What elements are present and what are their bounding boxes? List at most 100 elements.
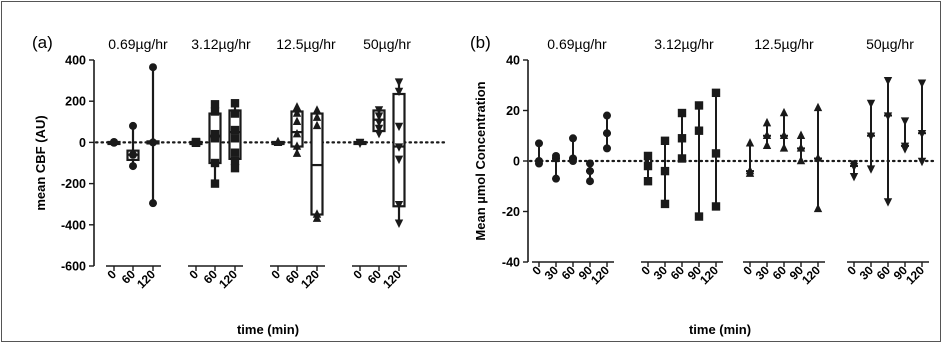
panel-a-data-point bbox=[374, 129, 384, 139]
panel-b-data-point bbox=[813, 102, 823, 112]
panel-b-label: (b) bbox=[470, 33, 491, 52]
panel-a-data-point bbox=[312, 112, 322, 121]
panel-a-data-point bbox=[230, 99, 240, 108]
panel-b-data-point bbox=[849, 172, 859, 182]
panel-a-data-point bbox=[129, 162, 137, 171]
panel-b-y-tick-label: -20 bbox=[502, 205, 520, 219]
panel-b-data-point bbox=[883, 198, 893, 207]
panel-b-data-point bbox=[535, 159, 543, 168]
panel-a-y-axis-label: mean CBF (AU) bbox=[33, 115, 48, 210]
panel-a-data-point bbox=[230, 134, 240, 143]
panel-b-data-point bbox=[917, 130, 927, 139]
panel-b-data-point bbox=[603, 129, 611, 138]
panel-a-data-point bbox=[210, 107, 220, 116]
panel-a-data-point bbox=[292, 102, 302, 111]
panel-b-data-point bbox=[603, 144, 611, 153]
panel-a-data-point bbox=[355, 138, 365, 148]
panel-a-data-point bbox=[394, 78, 404, 87]
panel-b-data-point bbox=[660, 199, 670, 209]
panel-a-data-point bbox=[394, 122, 404, 132]
panel-a-data-point bbox=[312, 120, 322, 130]
panel-a-data-point bbox=[394, 201, 404, 210]
panel-b-data-point bbox=[796, 130, 806, 139]
panel-a-data-point bbox=[210, 158, 220, 168]
panel-b-data-point bbox=[745, 168, 755, 177]
panel-a-group-label: 50µg/hr bbox=[363, 36, 411, 52]
panel-b-data-point bbox=[779, 143, 789, 152]
panel-a-x-axis-label: time (min) bbox=[237, 322, 299, 337]
panel-a-data-point bbox=[149, 138, 157, 147]
panel-b-data-point bbox=[900, 117, 910, 126]
panel-a-data-point bbox=[129, 150, 137, 159]
panel-a-data-point bbox=[149, 199, 157, 208]
panel-a-data-point bbox=[149, 63, 157, 72]
panel-b-data-point bbox=[569, 157, 577, 165]
panel-b-data-point bbox=[660, 166, 670, 176]
panel-b-data-point bbox=[883, 112, 893, 121]
panel-a-data-point bbox=[210, 179, 220, 188]
panel-b-data-point bbox=[569, 134, 577, 143]
panel-a-group-label: 0.69µg/hr bbox=[108, 36, 168, 52]
panel-a-data-point bbox=[292, 108, 302, 117]
panel-a-data-point bbox=[394, 219, 404, 228]
panel-a-y-tick-label: 400 bbox=[65, 54, 86, 68]
panel-b-data-point bbox=[694, 126, 704, 135]
panel-a-group-label: 12.5µg/hr bbox=[276, 36, 336, 52]
panel-a-y-tick-label: 200 bbox=[65, 95, 86, 109]
panel-a-data-point bbox=[394, 87, 404, 97]
panel-a-data-point bbox=[292, 148, 302, 157]
panel-b-data-point bbox=[677, 134, 687, 143]
panel-b-data-point bbox=[677, 108, 687, 118]
panel-b-data-point bbox=[586, 159, 594, 168]
panel-a-data-point bbox=[312, 105, 322, 114]
panel-a-data-point bbox=[374, 106, 384, 115]
panel-a-data-point bbox=[292, 141, 302, 150]
panel-b-y-tick-label: 0 bbox=[513, 155, 520, 169]
panel-a-data-point bbox=[191, 137, 201, 147]
panel-b-group-label: 3.12µg/hr bbox=[654, 36, 714, 52]
panel-a-label: (a) bbox=[32, 33, 53, 52]
panel-b-data-point bbox=[711, 202, 721, 211]
panel-b-data-point bbox=[762, 140, 772, 150]
panel-b-data-point bbox=[745, 138, 755, 147]
panel-a-data-point bbox=[374, 112, 384, 121]
panel-a-data-point bbox=[374, 124, 384, 134]
panel-b-data-point bbox=[796, 155, 806, 165]
panel-a-data-point bbox=[312, 213, 322, 222]
panel-b-data-point bbox=[711, 88, 721, 98]
panel-a-group-label: 3.12µg/hr bbox=[191, 36, 251, 52]
panel-b-data-point bbox=[866, 132, 876, 141]
panel-b-data-point bbox=[866, 99, 876, 109]
panel-b-data-point bbox=[643, 177, 653, 186]
panel-b-data-point bbox=[552, 174, 560, 183]
panel-a-data-point bbox=[273, 136, 283, 146]
panel-a-data-point bbox=[292, 128, 302, 138]
panel-b-data-point bbox=[552, 154, 560, 163]
panel-b-data-point bbox=[762, 130, 772, 139]
panel-b-data-point bbox=[900, 145, 910, 154]
panel-b-data-point bbox=[660, 136, 670, 145]
panel-b-data-point bbox=[694, 212, 704, 221]
panel-b-data-point bbox=[813, 153, 823, 162]
panel-b-data-point bbox=[813, 203, 823, 213]
panel-b-data-point bbox=[866, 165, 876, 174]
panel-a-data-point bbox=[230, 156, 240, 166]
panel-a-data-point bbox=[394, 143, 404, 152]
panel-b-data-point bbox=[762, 117, 772, 127]
panel-a-y-tick-label: 0 bbox=[79, 136, 86, 150]
panel-b-y-tick-label: 40 bbox=[506, 54, 520, 68]
panel-b-data-point bbox=[677, 154, 687, 163]
panel-a-data-point bbox=[230, 163, 240, 173]
panel-b-data-point bbox=[849, 162, 859, 172]
panel-b-y-tick-label: -40 bbox=[502, 256, 520, 270]
panel-b-data-point bbox=[779, 107, 789, 117]
panel-a-data-point bbox=[292, 116, 302, 125]
panel-b-group-label: 50µg/hr bbox=[866, 36, 914, 52]
panel-b-data-point bbox=[917, 157, 927, 167]
panel-a-y-tick-label: -200 bbox=[61, 177, 86, 191]
panel-a-data-point bbox=[230, 125, 240, 135]
panel-b-data-point bbox=[883, 77, 893, 86]
panel-b-group-label: 12.5µg/hr bbox=[754, 36, 814, 52]
panel-b-data-point bbox=[535, 139, 543, 148]
